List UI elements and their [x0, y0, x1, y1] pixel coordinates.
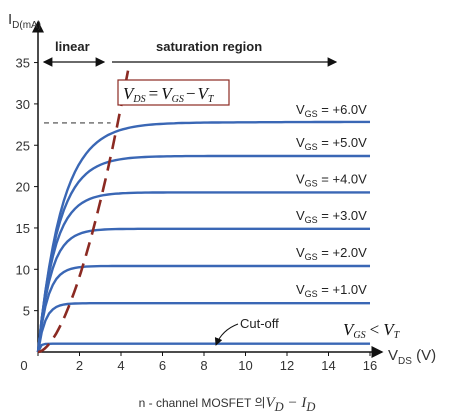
x-tick-label: 8 [200, 358, 207, 373]
vgs-curve [36, 154, 370, 353]
cutoff-curve [36, 342, 370, 353]
caption-math: VD − ID [265, 395, 316, 414]
x-tick-label: 0 [20, 358, 27, 373]
vgs-curve [36, 302, 370, 353]
x-tick-label: 14 [321, 358, 335, 373]
cutoff-label: Cut-off [240, 316, 279, 331]
x-tick-label: 4 [117, 358, 124, 373]
vgs-curve-label: VGS = +1.0V [296, 282, 367, 299]
linear-region-label: linear [55, 39, 90, 54]
boundary-formula: VDS = VGS − VT [123, 84, 215, 105]
vgs-curve-label: VGS = +4.0V [296, 171, 367, 188]
vgs-curve-label: VGS = +2.0V [296, 245, 367, 262]
x-tick-label: 12 [280, 358, 294, 373]
boundary-formula-box [117, 79, 230, 106]
chart-caption: n - channel MOSFET 의VD − ID [0, 394, 454, 415]
y-tick-label: 30 [16, 97, 30, 112]
y-tick-label: 5 [23, 304, 30, 319]
vgs-curve [36, 264, 370, 353]
y-tick-label: 20 [16, 180, 30, 195]
vgs-curve-label: VGS = +6.0V [296, 102, 367, 119]
vgs-curve-label: VGS = +5.0V [296, 135, 367, 152]
vgs-curve [36, 191, 370, 353]
cutoff-pointer [214, 323, 239, 346]
vds-vgs-vt-boundary [37, 68, 130, 354]
y-tick-label: 25 [16, 138, 30, 153]
mosfet-characteristic-chart: 0 2 4 6 8 10 12 14 16 5 10 15 20 25 30 35 ID(mA) VDS (V… [8, 11, 436, 373]
vgs-curve-label: VGS = +3.0V [296, 208, 367, 225]
y-tick-label: 10 [16, 262, 30, 277]
cutoff-condition: VGS < VT [343, 320, 401, 341]
y-axis-label: ID(mA) [8, 11, 41, 31]
x-tick-label: 16 [363, 358, 377, 373]
x-tick-label: 10 [238, 358, 252, 373]
y-tick-label: 15 [16, 221, 30, 236]
caption-prefix: n - channel MOSFET 의 [138, 396, 266, 410]
x-tick-label: 6 [159, 358, 166, 373]
vgs-curve [36, 120, 370, 353]
saturation-region-label: saturation region [156, 39, 262, 54]
x-axis-label: VDS (V) [388, 347, 436, 367]
y-tick-label: 35 [16, 56, 30, 71]
x-tick-label: 2 [76, 358, 83, 373]
